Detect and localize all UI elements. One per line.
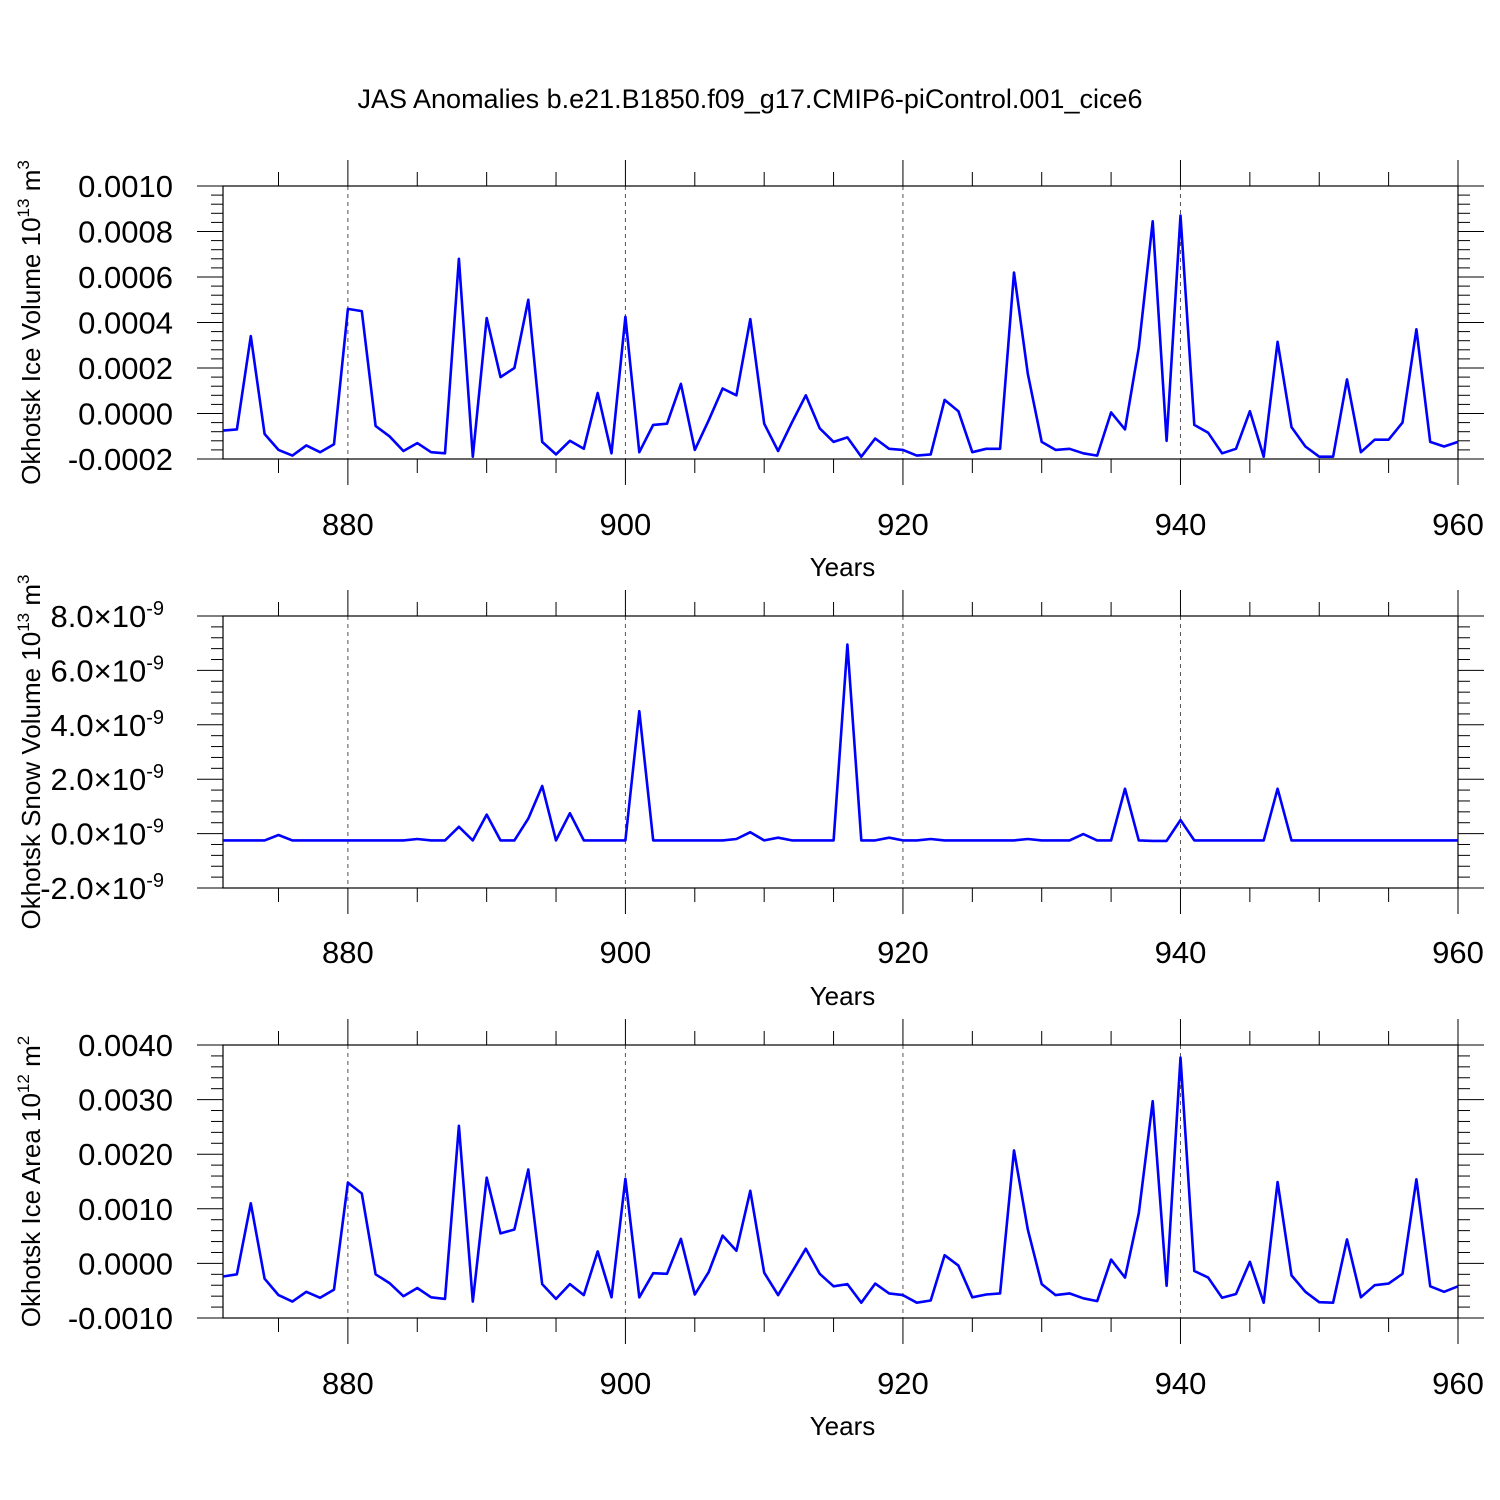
x-tick-label: 940 [1155, 935, 1207, 970]
x-tick-label: 900 [600, 935, 652, 970]
x-tick-label: 920 [877, 507, 929, 542]
x-tick-label: 900 [600, 1366, 652, 1401]
x-tick-label: 940 [1155, 507, 1207, 542]
x-axis-label: Years [810, 552, 876, 582]
y-tick-label: 0.0030 [78, 1083, 173, 1118]
x-axis-label: Years [810, 981, 876, 1011]
y-tick-label: -0.0002 [68, 442, 173, 477]
chart-title: JAS Anomalies b.e21.B1850.f09_g17.CMIP6-… [357, 84, 1143, 114]
y-tick-label: 4.0×10-9 [51, 707, 165, 743]
y-axis-label: Okhotsk Ice Area 1012 m2 [14, 1036, 46, 1327]
x-tick-label: 920 [877, 1366, 929, 1401]
y-tick-label: -0.0010 [68, 1301, 173, 1336]
x-tick-label: 880 [322, 935, 374, 970]
x-tick-label: 960 [1432, 507, 1484, 542]
y-axis-label: Okhotsk Ice Volume 1013 m3 [14, 160, 46, 485]
series-line [222, 1056, 1459, 1304]
series-line [222, 214, 1459, 459]
y-tick-label: 0.0×10-9 [51, 816, 165, 852]
y-tick-label: 6.0×10-9 [51, 652, 165, 688]
plot-frame [222, 185, 1459, 460]
y-tick-label: 0.0000 [78, 397, 173, 432]
y-tick-label: 8.0×10-9 [51, 598, 165, 634]
x-tick-label: 920 [877, 935, 929, 970]
x-tick-label: 880 [322, 507, 374, 542]
y-tick-label: 0.0008 [78, 215, 173, 250]
x-tick-label: 940 [1155, 1366, 1207, 1401]
y-tick-label: -2.0×10-9 [40, 870, 164, 906]
plot-frame [222, 615, 1459, 889]
panel-3: 880 900 920 940 960 Years -0.0010 0.0000 0.0010 0… [14, 1019, 1484, 1441]
y-tick-label: 0.0040 [78, 1028, 173, 1063]
y-tick-label: 2.0×10-9 [51, 761, 165, 797]
y-tick-label: 0.0000 [78, 1246, 173, 1281]
plot-frame [222, 1044, 1459, 1319]
x-tick-label: 900 [600, 507, 652, 542]
x-tick-label: 960 [1432, 1366, 1484, 1401]
x-tick-label: 960 [1432, 935, 1484, 970]
y-tick-label: 0.0004 [78, 306, 173, 341]
x-axis-label: Years [810, 1411, 876, 1441]
series-line [223, 643, 1458, 843]
panel-1: 880 900 920 940 960 Years -0.0002 0.0000 0.0002 0… [14, 160, 1484, 582]
y-tick-label: 0.0002 [78, 351, 173, 386]
y-tick-label: 0.0010 [78, 169, 173, 204]
x-tick-label: 880 [322, 1366, 374, 1401]
y-tick-label: 0.0006 [78, 260, 173, 295]
panel-2: 880 900 920 940 960 Years -2.0×10-9 0.0×10-9 2.0… [14, 575, 1484, 1011]
y-axis-label: Okhotsk Snow Volume 1013 m3 [14, 575, 46, 930]
y-tick-label: 0.0020 [78, 1137, 173, 1172]
y-tick-label: 0.0010 [78, 1192, 173, 1227]
